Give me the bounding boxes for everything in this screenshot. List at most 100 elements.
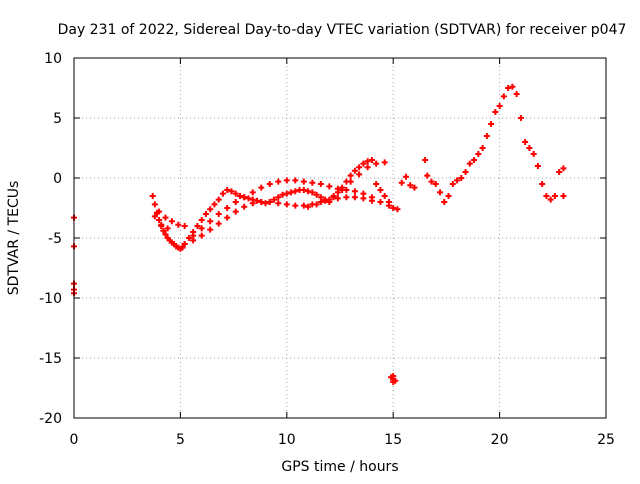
data-point	[488, 121, 495, 127]
data-point	[505, 85, 512, 91]
y-tick-label: -15	[39, 351, 62, 367]
data-point	[483, 133, 490, 139]
data-point	[179, 244, 186, 251]
data-point	[228, 188, 235, 195]
data-point	[326, 196, 333, 203]
data-point	[309, 201, 316, 208]
y-tick-label: 10	[44, 51, 62, 67]
y-tick-label: -5	[48, 231, 62, 247]
data-point	[262, 200, 269, 207]
data-point	[198, 225, 205, 232]
data-point	[198, 232, 205, 239]
data-point	[390, 205, 397, 211]
y-axis-label: SDTVAR / TECUs	[6, 181, 22, 296]
data-point	[241, 194, 248, 201]
data-point	[556, 169, 563, 175]
data-point	[317, 181, 324, 187]
data-point	[377, 199, 384, 205]
x-tick-label: 25	[597, 432, 615, 448]
data-point	[398, 179, 405, 186]
data-point	[232, 208, 239, 215]
data-point	[309, 179, 316, 186]
data-point	[411, 184, 418, 191]
data-point	[547, 196, 554, 203]
data-point	[160, 227, 167, 234]
data-point	[343, 194, 350, 201]
data-point	[151, 201, 158, 208]
data-point	[368, 157, 375, 163]
data-point	[164, 225, 171, 232]
data-point	[279, 191, 286, 198]
data-point	[300, 202, 307, 209]
data-point	[466, 160, 473, 167]
data-point	[392, 377, 399, 384]
data-point	[249, 189, 256, 196]
y-tick-label: 5	[53, 111, 62, 127]
data-point	[194, 223, 201, 229]
data-point	[313, 191, 320, 198]
data-point	[330, 193, 337, 199]
data-point	[347, 178, 354, 185]
data-point	[283, 201, 290, 208]
data-point	[258, 199, 265, 205]
data-point	[232, 199, 239, 205]
data-point	[526, 145, 533, 151]
data-point	[258, 184, 265, 191]
data-point	[168, 218, 175, 225]
data-point	[224, 187, 231, 193]
x-tick-label: 5	[176, 432, 185, 448]
data-point	[373, 181, 380, 187]
data-point	[207, 218, 214, 225]
data-point	[215, 196, 222, 203]
data-point	[224, 214, 231, 221]
data-point	[560, 193, 567, 199]
data-point	[322, 197, 329, 204]
data-point	[509, 83, 516, 90]
data-point	[347, 172, 354, 179]
data-point	[432, 181, 439, 187]
data-point	[492, 109, 499, 115]
data-point	[198, 217, 205, 223]
data-point	[539, 181, 546, 187]
y-tick-label: 0	[53, 171, 62, 187]
data-point	[162, 214, 169, 221]
data-point	[424, 172, 431, 179]
data-point	[422, 157, 429, 163]
data-point	[207, 206, 214, 213]
data-point	[373, 160, 380, 167]
data-point	[377, 187, 384, 193]
data-point	[185, 235, 192, 241]
data-point	[241, 203, 248, 210]
x-axis-label: GPS time / hours	[281, 459, 398, 475]
data-point	[292, 202, 299, 209]
data-point	[364, 164, 371, 171]
data-point	[402, 173, 409, 180]
data-point	[266, 181, 273, 187]
data-point	[275, 178, 282, 185]
data-point	[283, 190, 290, 197]
data-point	[245, 195, 252, 202]
data-point	[175, 221, 182, 228]
data-point	[356, 164, 363, 171]
data-point	[560, 165, 567, 172]
data-point	[471, 157, 478, 163]
data-point	[190, 237, 197, 244]
data-point	[181, 223, 188, 229]
data-point	[334, 185, 341, 192]
data-point	[156, 208, 163, 215]
data-point	[309, 189, 316, 196]
data-point	[232, 190, 239, 197]
data-point	[381, 159, 388, 166]
data-point	[292, 177, 299, 184]
data-point	[351, 167, 358, 174]
data-point	[339, 187, 346, 193]
x-tick-label: 10	[278, 432, 296, 448]
data-point	[207, 226, 214, 233]
data-point	[381, 193, 388, 199]
data-point	[385, 202, 392, 209]
data-point	[496, 103, 503, 109]
data-point	[458, 175, 465, 181]
axis-ticks: 0 5 10 15 20 25 -20 -15 -10 -5 0 5 10	[39, 51, 615, 448]
